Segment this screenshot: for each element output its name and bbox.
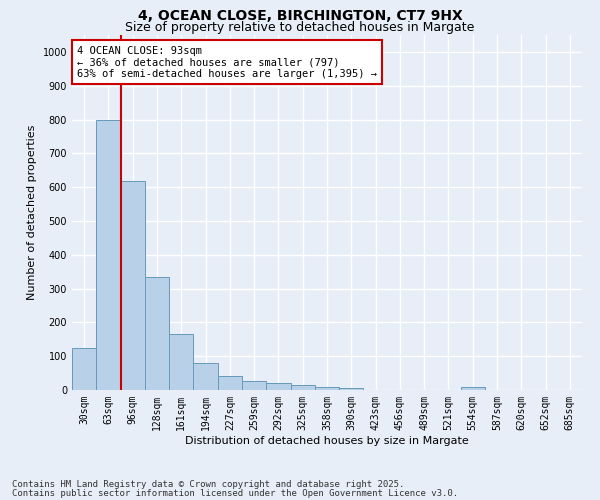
Bar (315, 386, 339, 390)
X-axis label: Distribution of detached houses by size in Margate: Distribution of detached houses by size … (185, 436, 469, 446)
Bar (461, 388, 485, 390)
Bar (290, 385, 315, 390)
Bar (96, 120, 121, 390)
Bar (72, 348, 96, 390)
Text: 4, OCEAN CLOSE, BIRCHINGTON, CT7 9HX: 4, OCEAN CLOSE, BIRCHINGTON, CT7 9HX (137, 9, 463, 23)
Text: Contains public sector information licensed under the Open Government Licence v3: Contains public sector information licen… (12, 489, 458, 498)
Bar (121, 182, 145, 390)
Bar (169, 334, 193, 390)
Text: 4 OCEAN CLOSE: 93sqm
← 36% of detached houses are smaller (797)
63% of semi-deta: 4 OCEAN CLOSE: 93sqm ← 36% of detached h… (77, 46, 377, 79)
Text: Size of property relative to detached houses in Margate: Size of property relative to detached ho… (125, 21, 475, 34)
Text: Contains HM Land Registry data © Crown copyright and database right 2025.: Contains HM Land Registry data © Crown c… (12, 480, 404, 489)
Bar (242, 381, 266, 390)
Bar (145, 276, 169, 390)
Bar (266, 382, 290, 390)
Bar (339, 388, 364, 390)
Y-axis label: Number of detached properties: Number of detached properties (27, 125, 37, 300)
Bar (218, 376, 242, 390)
Bar (193, 363, 218, 390)
